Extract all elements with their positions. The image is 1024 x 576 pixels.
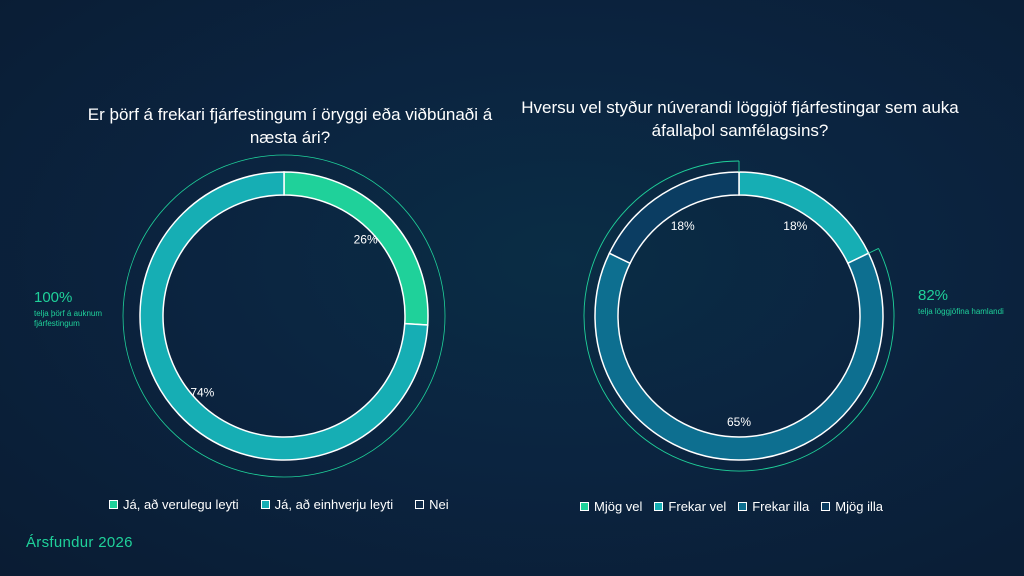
legend-swatch — [580, 502, 589, 511]
slice-label-1-3: 18% — [671, 219, 695, 233]
legend-label: Já, að einhverju leyti — [274, 497, 394, 512]
legend-swatch — [260, 500, 270, 509]
legend-label: Mjög vel — [594, 499, 643, 514]
callout-bracket-tick — [868, 248, 879, 254]
legend-item: Mjög vel — [580, 499, 642, 514]
legend-label: Frekar illa — [752, 499, 810, 514]
legend-item: Frekar illa — [738, 499, 809, 514]
donut-slice-0-1 — [139, 171, 429, 461]
legend-label: Frekar vel — [668, 499, 727, 514]
callout-text-right: telja löggjöfina hamlandi — [918, 307, 1004, 316]
legend-label: Mjög illa — [835, 499, 883, 514]
legend-item: Já, að einhverju leyti — [260, 497, 394, 512]
legend-swatch — [109, 500, 118, 509]
callout-value-right: 82% — [918, 287, 949, 304]
donut-slice-0-0 — [283, 171, 429, 326]
slice-label-1-2: 65% — [727, 415, 751, 429]
legend-item: Frekar vel — [654, 499, 726, 514]
legend-item: Nei — [415, 497, 449, 512]
slice-label-0-0: 26% — [354, 232, 378, 246]
legend-swatch — [415, 500, 425, 509]
callout-bracket-arc — [583, 160, 895, 472]
legend-item: Já, að verulegu leyti — [109, 497, 239, 512]
donut-slice-1-1 — [738, 171, 870, 265]
legend-label: Nei — [429, 497, 449, 512]
slice-label-1-1: 18% — [783, 219, 807, 233]
legend-left: Já, að verulegu leyti Já, að einhverju l… — [109, 497, 449, 512]
callout-value-left: 100% — [34, 289, 73, 306]
outer-guide-ring — [122, 154, 446, 478]
chart-title-left: Er þörf á frekari fjárfestingum í öryggi… — [87, 105, 493, 147]
callout-text-left: telja þörf á auknum fjárfestingum — [34, 309, 103, 328]
legend-right: Mjög vel Frekar vel Frekar illa Mjög ill… — [580, 499, 883, 514]
footer-brand: Ársfundur 2026 — [26, 534, 133, 551]
legend-label: Já, að verulegu leyti — [123, 497, 239, 512]
slice-label-0-1: 74% — [190, 386, 214, 400]
donut-slice-1-2 — [594, 252, 884, 461]
legend-item: Mjög illa — [821, 499, 883, 514]
chart-title-right: Hversu vel styður núverandi löggjöf fjár… — [521, 98, 959, 140]
legend-swatch — [821, 502, 831, 511]
legend-swatch — [654, 502, 664, 511]
donut-slice-1-3 — [608, 171, 740, 265]
legend-swatch — [738, 502, 748, 511]
